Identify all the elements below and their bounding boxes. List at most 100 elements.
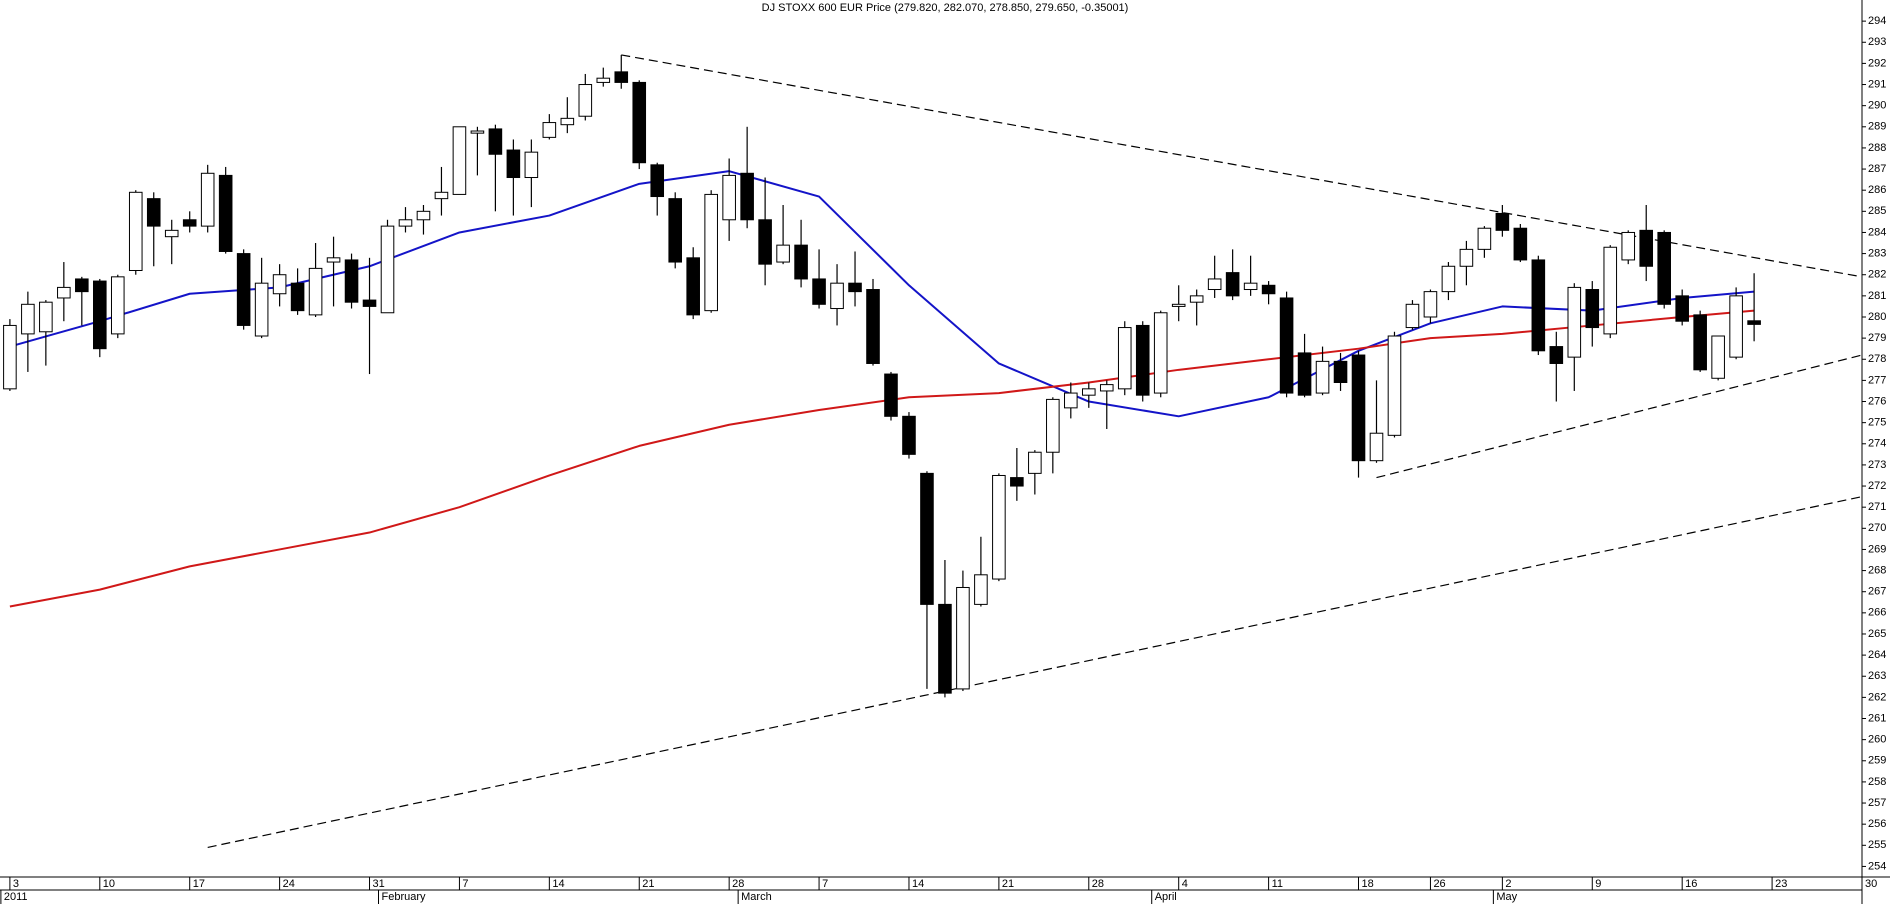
candle-body xyxy=(1028,451,1042,474)
candle-body xyxy=(1405,303,1420,329)
candle-body xyxy=(1423,291,1438,318)
candle-body xyxy=(1081,388,1096,396)
candle-body xyxy=(776,244,790,263)
candle-body xyxy=(506,149,521,179)
candle-body xyxy=(416,210,431,221)
x-tick-label: 14 xyxy=(912,878,924,890)
y-tick-label: 284 xyxy=(1868,226,1886,238)
y-tick-label: 273 xyxy=(1868,459,1886,471)
candle-body xyxy=(254,282,269,337)
candle-body xyxy=(344,259,359,303)
candle-body xyxy=(1351,354,1366,462)
candle-body xyxy=(848,282,862,293)
y-tick-label: 261 xyxy=(1868,712,1886,724)
x-tick-label: 10 xyxy=(103,878,115,890)
candle-body xyxy=(1315,360,1330,394)
candle-body xyxy=(1585,289,1600,329)
candle-body xyxy=(740,172,754,221)
month-label: May xyxy=(1496,891,1517,903)
candle-body xyxy=(182,219,197,227)
x-tick-label: 21 xyxy=(1002,878,1014,890)
candle-body xyxy=(956,586,970,690)
candle-body xyxy=(1225,272,1240,297)
y-tick-label: 291 xyxy=(1868,78,1886,90)
candle-body xyxy=(1297,352,1312,396)
x-tick-label: 11 xyxy=(1272,878,1283,890)
x-tick-label: 28 xyxy=(1092,878,1104,890)
y-tick-label: 281 xyxy=(1868,290,1886,302)
candle-body xyxy=(524,151,539,179)
y-tick-label: 278 xyxy=(1868,353,1886,365)
candle-body xyxy=(1495,212,1510,231)
y-tick-label: 288 xyxy=(1868,142,1886,154)
candle-body xyxy=(1207,278,1222,291)
candle-body xyxy=(866,289,880,364)
y-tick-label: 276 xyxy=(1868,395,1886,407)
candle-body xyxy=(1567,286,1582,358)
candle-body xyxy=(812,278,826,305)
y-tick-label: 271 xyxy=(1868,501,1886,513)
candle-body xyxy=(1099,384,1114,392)
candle-body xyxy=(1369,432,1384,462)
y-tick-label: 286 xyxy=(1868,184,1886,196)
y-tick-label: 268 xyxy=(1868,564,1886,576)
candle-body xyxy=(686,257,700,316)
x-tick-label: 7 xyxy=(822,878,828,890)
candle-body xyxy=(920,472,934,605)
y-tick-label: 262 xyxy=(1868,691,1886,703)
candle-body xyxy=(902,415,916,455)
candle-body xyxy=(1693,314,1707,371)
candle-body xyxy=(1513,227,1528,261)
candle-body xyxy=(110,276,125,335)
candle-body xyxy=(1117,327,1132,390)
candle-body xyxy=(560,117,575,126)
candle-body xyxy=(596,77,611,83)
y-tick-label: 285 xyxy=(1868,205,1886,217)
x-tick-label: 21 xyxy=(642,878,654,890)
trendline xyxy=(621,54,1862,278)
y-tick-label: 280 xyxy=(1868,311,1886,323)
candle-body xyxy=(452,126,467,195)
trendline xyxy=(207,496,1862,848)
candle-body xyxy=(1657,231,1671,305)
y-tick-label: 287 xyxy=(1868,163,1886,175)
y-tick-label: 264 xyxy=(1868,649,1886,661)
candle-body xyxy=(326,257,341,263)
candle-body xyxy=(1064,392,1078,409)
y-tick-label: 274 xyxy=(1868,438,1886,450)
candle-body xyxy=(21,303,35,335)
y-tick-label: 257 xyxy=(1868,797,1886,809)
candle-body xyxy=(668,198,683,263)
y-tick-label: 267 xyxy=(1868,586,1886,598)
candle-body xyxy=(632,81,647,164)
y-tick-label: 277 xyxy=(1868,374,1886,386)
month-label: March xyxy=(741,891,772,903)
candle-body xyxy=(1549,346,1564,364)
candle-body xyxy=(93,280,107,350)
x-tick-label: 26 xyxy=(1433,878,1445,890)
month-label: April xyxy=(1155,891,1177,903)
candle-body xyxy=(758,219,772,265)
indicator-line xyxy=(9,309,1755,608)
candle-body xyxy=(1603,246,1618,335)
x-tick-label: 3 xyxy=(13,878,19,890)
candle-body xyxy=(380,225,395,314)
y-tick-label: 289 xyxy=(1868,121,1886,133)
y-tick-label: 255 xyxy=(1868,839,1886,851)
candle-body xyxy=(1729,295,1743,358)
chart-title: DJ STOXX 600 EUR Price (279.820, 282.070… xyxy=(762,2,1129,14)
candle-body xyxy=(164,229,179,238)
candle-body xyxy=(57,286,71,299)
candle-body xyxy=(974,574,988,605)
y-tick-label: 266 xyxy=(1868,607,1886,619)
y-tick-label: 254 xyxy=(1868,860,1886,872)
candle-body xyxy=(1046,398,1060,453)
candle-body xyxy=(1621,231,1636,261)
x-tick-label: 4 xyxy=(1182,878,1188,890)
x-tick-label: 17 xyxy=(193,878,205,890)
candle-body xyxy=(1153,312,1168,394)
candle-body xyxy=(1333,360,1348,383)
candle-body xyxy=(884,373,898,417)
